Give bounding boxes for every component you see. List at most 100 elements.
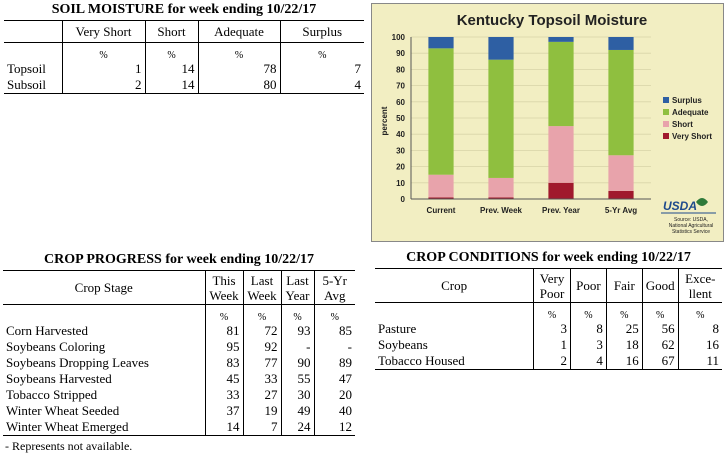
legend-swatch [663, 133, 669, 139]
bar-segment [608, 37, 634, 50]
cell-value: 7 [354, 61, 362, 76]
source-note-line: National Agricultural [669, 223, 713, 229]
cell-value: 25 [606, 321, 643, 337]
unit-label: % [606, 302, 643, 321]
cell-value: 33 [243, 371, 282, 387]
bar-segment [548, 37, 574, 42]
soil-header-short: Short [145, 20, 199, 43]
soil-unit-row: % % % % [4, 42, 364, 61]
bar-segment [608, 155, 634, 191]
crop-conditions-title: CROP CONDITIONS for week ending 10/22/17 [406, 250, 691, 265]
soil-header-surplus: Surplus [302, 24, 343, 39]
cell-value: 77 [243, 355, 282, 371]
cell-value: 14 [205, 419, 244, 436]
table-row: Soybeans Harvested 45 33 55 47 [3, 371, 355, 387]
cell-value: 3 [533, 321, 571, 337]
table-row: Winter Wheat Seeded 37 19 49 40 [3, 403, 355, 419]
cell-value: 1 [533, 337, 571, 353]
cell-value: 62 [642, 337, 679, 353]
table-row: Soybeans Coloring 95 92 - - [3, 339, 355, 355]
x-tick-label: Current [427, 206, 456, 215]
conditions-header-very-poor: Very Poor [533, 268, 571, 303]
bar-segment [608, 190, 634, 199]
y-tick-label: 20 [396, 163, 405, 172]
cell-value: 20 [339, 387, 352, 402]
conditions-header-fair: Fair [606, 268, 643, 303]
cell-value: 80 [198, 77, 281, 94]
row-label: Winter Wheat Seeded [3, 403, 206, 419]
cell-value: 1 [62, 61, 146, 77]
row-label: Soybeans Coloring [3, 339, 206, 355]
progress-header-crop-stage: Crop Stage [3, 270, 206, 305]
y-tick-label: 50 [396, 114, 405, 123]
y-tick-label: 60 [396, 98, 405, 107]
conditions-header-excellent: Exce-llent [685, 270, 716, 301]
bar-segment [488, 197, 514, 199]
cell-value: 16 [606, 353, 643, 370]
y-tick-label: 40 [396, 130, 405, 139]
table-row: Soybeans Dropping Leaves 83 77 90 89 [3, 355, 355, 371]
cell-value: 7 [243, 419, 282, 436]
crop-conditions-table: Crop Very Poor Poor Fair Good Exce-llent … [375, 268, 722, 370]
table-row: Pasture 3 8 25 56 8 [375, 321, 722, 337]
bar-segment [488, 177, 514, 198]
row-label: Soybeans Harvested [3, 371, 206, 387]
cell-value: 85 [339, 323, 352, 338]
cell-value: 81 [205, 323, 244, 339]
cell-value: 92 [243, 339, 282, 355]
soil-corner-cell [4, 20, 63, 43]
conditions-header-crop: Crop [375, 268, 535, 303]
cell-value: 2 [533, 353, 571, 370]
soil-moisture-title: SOIL MOISTURE for week ending 10/22/17 [51, 2, 317, 17]
unit-label: % [62, 42, 146, 61]
cell-value: 8 [570, 321, 607, 337]
soil-header-row: Very Short Short Adequate Surplus [4, 20, 364, 43]
unit-label: % [533, 302, 571, 321]
cell-value: 30 [281, 387, 315, 403]
legend-swatch [663, 97, 669, 103]
progress-header-row: Crop Stage This Week Last Week Last Year 5-… [3, 270, 355, 305]
cell-value: 19 [243, 403, 282, 419]
bar-segment [488, 59, 514, 178]
unit-label: % [570, 302, 607, 321]
cell-value: 8 [712, 321, 720, 336]
conditions-header-poor: Poor [570, 268, 607, 303]
row-label: Corn Harvested [3, 323, 206, 339]
progress-unit-row: % % % % [3, 304, 355, 323]
soil-moisture-section: SOIL MOISTURE for week ending 10/22/17 V… [4, 2, 364, 94]
cell-value: 67 [642, 353, 679, 370]
cell-value: 90 [281, 355, 315, 371]
y-tick-label: 90 [396, 49, 405, 58]
source-note-line: Source: USDA, [674, 217, 708, 223]
bar-segment [548, 126, 574, 183]
progress-header-this-week: This Week [205, 270, 244, 305]
unit-label: % [205, 304, 244, 323]
table-row: Winter Wheat Emerged 14 7 24 12 [3, 419, 355, 436]
bar-segment [488, 37, 514, 60]
progress-header-last-week: Last Week [243, 270, 282, 305]
row-label: Tobacco Stripped [3, 387, 206, 403]
row-label: Soybeans [375, 337, 535, 353]
row-label: Winter Wheat Emerged [3, 419, 206, 436]
y-tick-label: 30 [396, 146, 405, 155]
row-label: Tobacco Housed [375, 353, 535, 370]
table-row: Tobacco Housed 2 4 16 67 11 [375, 353, 722, 370]
bar-segment [428, 48, 454, 175]
cell-value: 2 [62, 77, 146, 94]
y-tick-label: 80 [396, 65, 405, 74]
y-axis-label: percent [380, 106, 389, 135]
cell-value: 4 [570, 353, 607, 370]
cell-value: 24 [281, 419, 315, 436]
unit-label: % [318, 50, 327, 61]
unit-label: % [145, 42, 199, 61]
soil-moisture-table: Very Short Short Adequate Surplus % % % … [4, 20, 364, 94]
y-tick-label: 70 [396, 82, 405, 91]
table-row: Corn Harvested 81 72 93 85 [3, 323, 355, 339]
cell-value: 14 [145, 77, 199, 94]
row-label: Pasture [375, 321, 535, 337]
bar-segment [428, 37, 454, 49]
cell-value: 83 [205, 355, 244, 371]
unit-label: % [642, 302, 679, 321]
cell-value: 45 [205, 371, 244, 387]
legend-label: Very Short [672, 132, 712, 141]
